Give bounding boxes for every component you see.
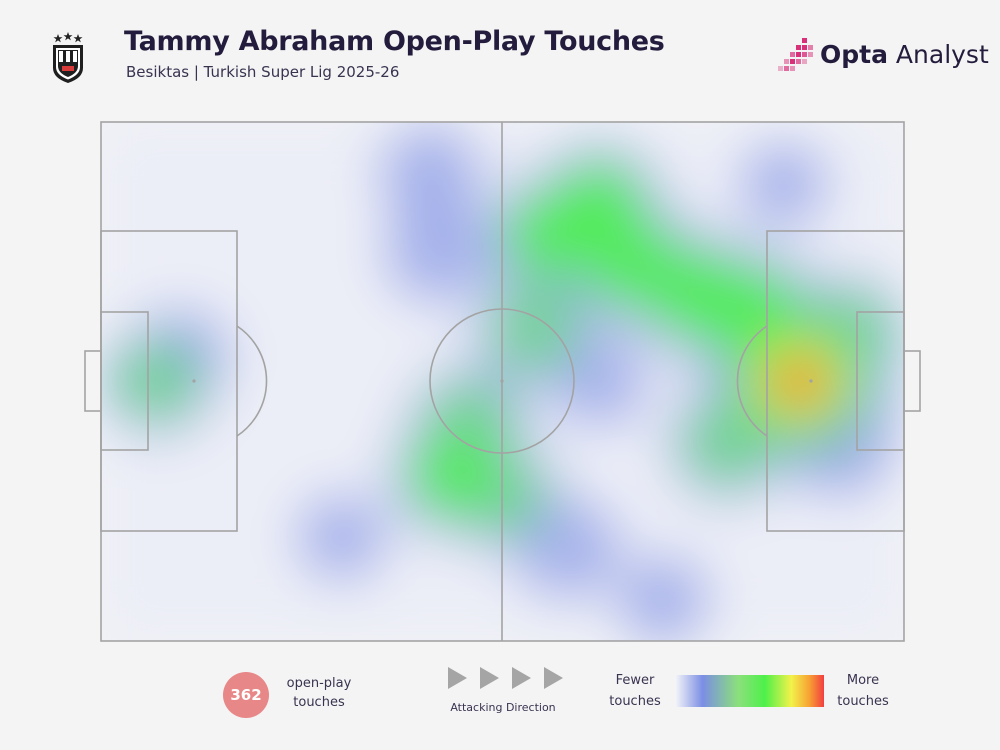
- right-goal: [903, 350, 921, 412]
- heat-hotspot: [417, 439, 492, 510]
- scale-more-line2: touches: [837, 694, 889, 709]
- scale-fewer-line2: touches: [609, 694, 661, 709]
- scale-fewer-label: Fewer touches: [600, 670, 670, 712]
- heat-hotspot: [779, 362, 820, 401]
- pitch-heatmap: [80, 115, 930, 650]
- besiktas-crest-icon: [53, 32, 83, 83]
- heat-hotspot: [592, 225, 670, 299]
- scale-fewer-line1: Fewer: [615, 673, 655, 688]
- touch-count-label: open-play touches: [280, 674, 358, 712]
- heat-hotspot: [711, 275, 792, 353]
- play-arrow-icon: [448, 667, 467, 689]
- heat-hotspot: [378, 124, 483, 224]
- right-penalty-spot: [809, 379, 813, 383]
- left-penalty-spot: [192, 379, 196, 383]
- legend: 362 open-play touches Attacking Directio…: [0, 655, 1000, 750]
- touch-count-label-line2: touches: [293, 695, 345, 710]
- touch-count-badge: 362: [223, 672, 269, 718]
- opta-analyst-brand: Opta Analyst: [778, 36, 989, 76]
- center-circle: [429, 308, 575, 454]
- play-arrow-icon: [544, 667, 563, 689]
- center-spot: [500, 379, 504, 383]
- heat-hotspot: [738, 141, 829, 227]
- scale-more-label: More touches: [828, 670, 898, 712]
- pitch-svg: [84, 121, 921, 642]
- heat-color-scale: [676, 675, 824, 707]
- scale-more-line1: More: [846, 673, 880, 688]
- heat-hotspot: [490, 287, 579, 372]
- play-arrow-icon: [480, 667, 499, 689]
- left-penalty-arc: [236, 325, 268, 437]
- heat-hotspot: [383, 199, 494, 304]
- page-subtitle: Besiktas | Turkish Super Lig 2025-26: [126, 63, 400, 81]
- play-arrow-icon: [512, 667, 531, 689]
- touch-count-label-line1: open-play: [286, 676, 352, 691]
- heat-hotspot: [115, 341, 199, 422]
- heat-hotspot: [295, 493, 388, 581]
- attacking-direction-arrows: [446, 667, 576, 691]
- opta-analyst-logo-icon: [778, 38, 813, 71]
- heat-hotspot: [513, 201, 588, 272]
- right-penalty-arc: [736, 325, 768, 437]
- attacking-direction-label: Attacking Direction: [450, 701, 556, 714]
- left-goal: [84, 350, 102, 412]
- brand-name-bold: Opta: [820, 40, 888, 69]
- heat-hotspot: [615, 554, 711, 641]
- page-title: Tammy Abraham Open-Play Touches: [124, 26, 665, 57]
- brand-name-light: Analyst: [895, 40, 989, 69]
